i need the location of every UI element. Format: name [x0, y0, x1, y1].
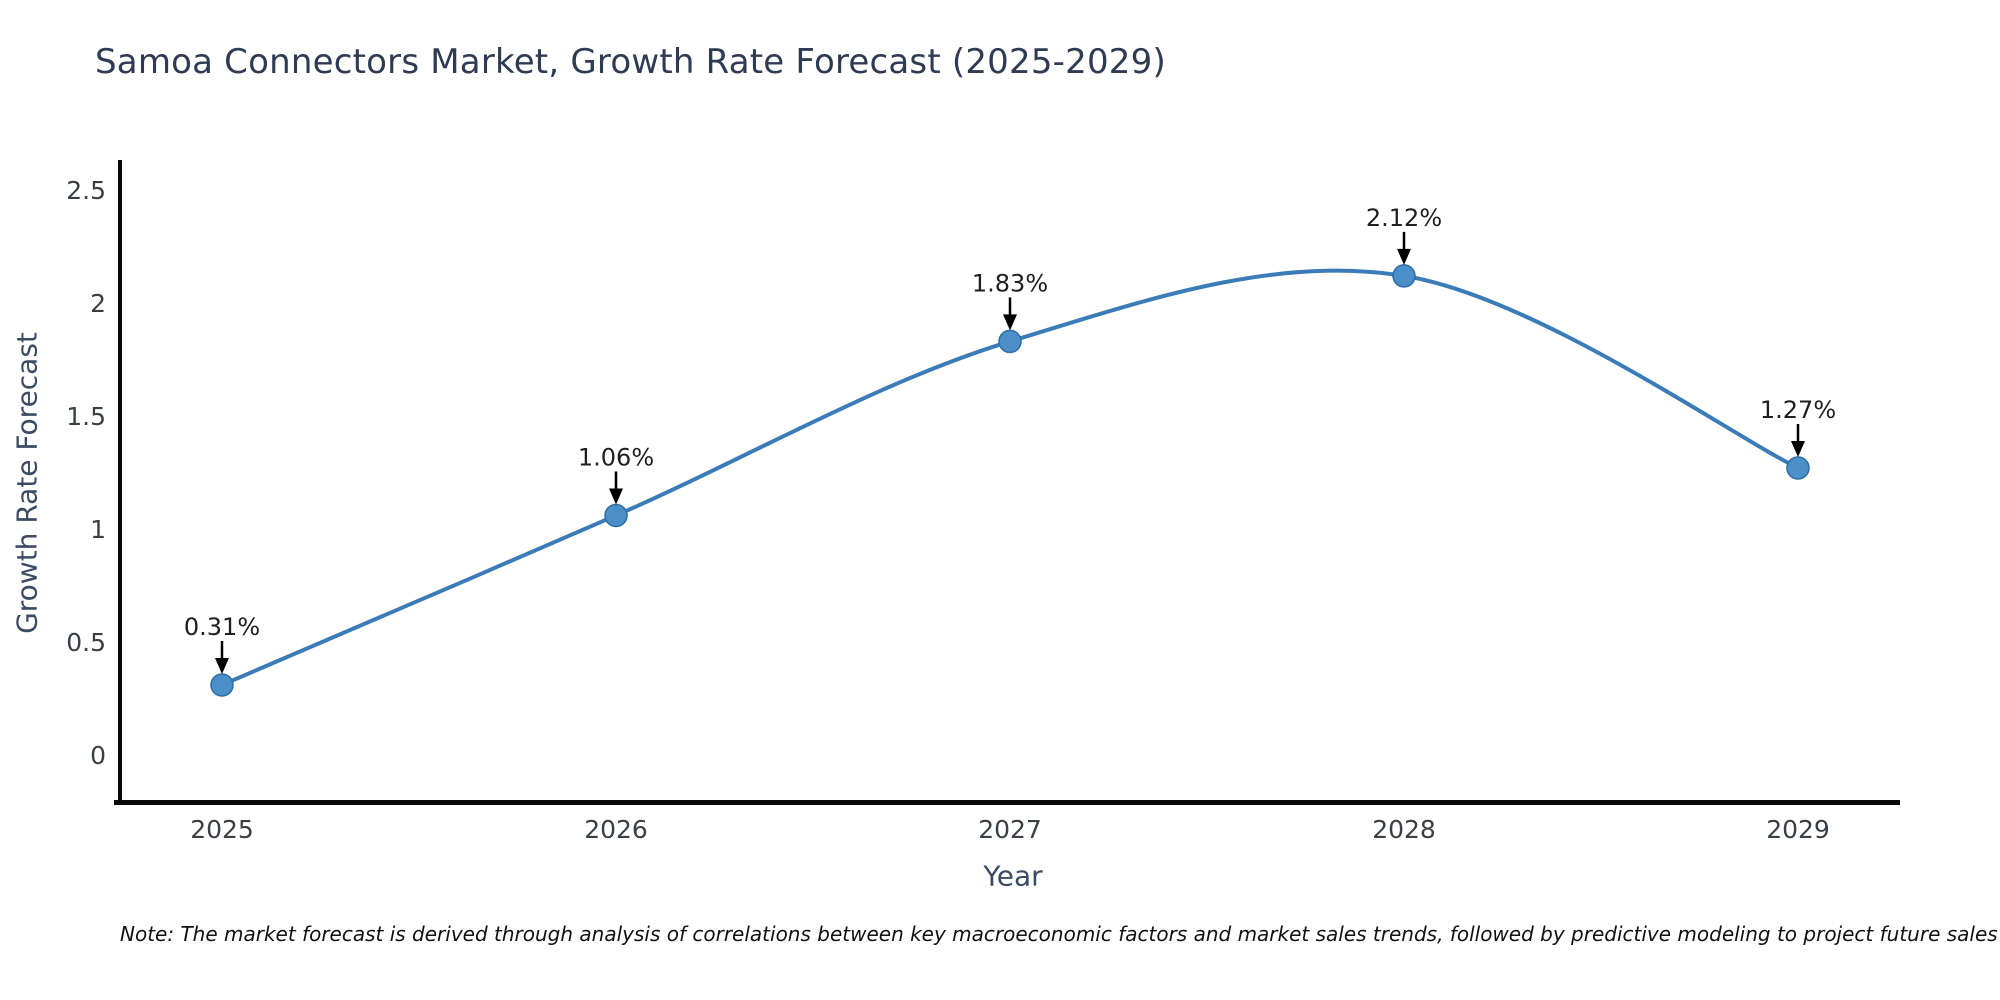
data-point-2029 [1786, 456, 1810, 480]
annotation-label-2025: 0.31% [184, 613, 260, 641]
chart-title: Samoa Connectors Market, Growth Rate For… [95, 42, 1166, 82]
annotation-arrowhead [1791, 440, 1805, 457]
y-tick-label: 0.5 [66, 628, 106, 657]
x-tick-label: 2028 [1372, 815, 1436, 844]
annotation-label-2026: 1.06% [578, 443, 654, 471]
data-point-2026 [604, 503, 628, 528]
annotation-arrowhead [1003, 314, 1017, 331]
annotation-arrowhead [215, 657, 229, 674]
y-tick-label: 0 [90, 741, 106, 770]
x-tick-label: 2026 [584, 815, 648, 844]
annotation-label-2029: 1.27% [1760, 396, 1836, 424]
annotation-arrowhead [1397, 248, 1411, 265]
data-point-2028 [1392, 264, 1416, 288]
annotation-label-2028: 2.12% [1366, 204, 1442, 232]
y-tick-label: 1 [90, 515, 106, 544]
x-tick-label: 2029 [1766, 815, 1830, 844]
y-tick-label: 2.5 [66, 176, 106, 205]
x-tick-label: 2027 [978, 815, 1042, 844]
y-tick-label: 2 [90, 289, 106, 318]
x-axis-spine [114, 800, 1900, 805]
annotation-arrowhead [609, 488, 623, 505]
y-axis-label: Growth Rate Forecast [10, 332, 44, 634]
y-axis-spine [118, 160, 122, 805]
y-tick-label: 1.5 [66, 402, 106, 431]
annotation-label-2027: 1.83% [972, 269, 1048, 297]
x-axis-label: Year [983, 859, 1043, 893]
data-point-2025 [210, 673, 234, 697]
x-tick-label: 2025 [190, 815, 254, 844]
footnote: Note: The market forecast is derived thr… [120, 922, 1998, 946]
data-point-2027 [998, 329, 1022, 354]
